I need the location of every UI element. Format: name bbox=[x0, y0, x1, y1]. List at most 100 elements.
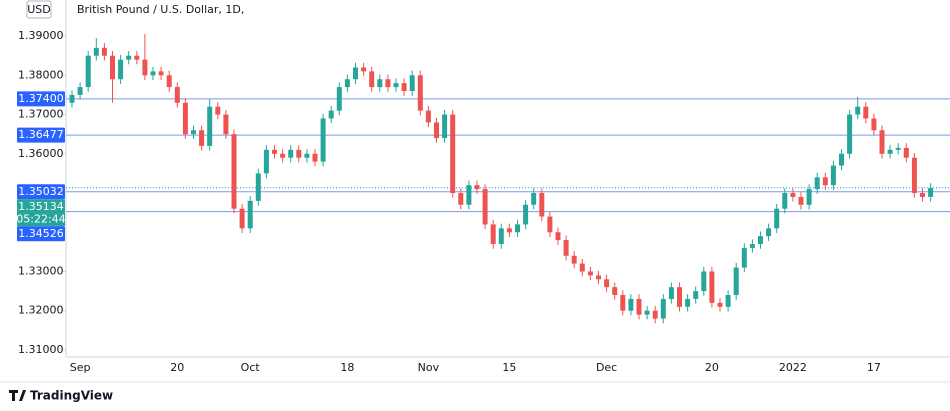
candle-body bbox=[296, 149, 302, 158]
candle-body bbox=[263, 149, 269, 174]
candle-body bbox=[377, 79, 383, 88]
candle-body bbox=[887, 149, 893, 154]
x-tick-label: 17 bbox=[867, 361, 881, 374]
candle-body bbox=[126, 55, 132, 60]
candle-body bbox=[596, 275, 601, 280]
candle-body bbox=[790, 193, 796, 197]
brand-logo: TradingView bbox=[9, 389, 113, 403]
candle-body bbox=[247, 200, 253, 229]
candle-body bbox=[717, 302, 723, 307]
candle-body bbox=[774, 208, 780, 229]
candle-body bbox=[571, 255, 577, 264]
candle-body bbox=[312, 153, 318, 162]
candle-body bbox=[652, 310, 658, 319]
candle-body bbox=[693, 291, 699, 299]
candle-body bbox=[409, 75, 415, 92]
candle-body bbox=[587, 271, 593, 276]
candle-body bbox=[636, 298, 642, 315]
price-label: 1.35032 bbox=[18, 185, 64, 198]
brand-name: TradingView bbox=[30, 389, 113, 403]
candle-body bbox=[466, 185, 472, 205]
candle-body bbox=[604, 279, 610, 288]
x-tick-label: Dec bbox=[596, 361, 617, 374]
candle-body bbox=[547, 216, 553, 233]
candle-body bbox=[733, 267, 739, 296]
candle-body bbox=[110, 55, 115, 80]
candle-body bbox=[458, 193, 464, 205]
x-tick-label: Oct bbox=[241, 361, 261, 374]
y-tick-label: 1.31000 bbox=[18, 343, 64, 356]
x-tick-label: 15 bbox=[502, 361, 516, 374]
candle-body bbox=[280, 153, 286, 158]
x-tick-label: Nov bbox=[418, 361, 440, 374]
candle-body bbox=[199, 130, 205, 146]
price-label-box bbox=[17, 199, 65, 227]
price-label-box bbox=[17, 91, 65, 107]
candle-body bbox=[847, 114, 853, 154]
price-label: 1.35134 bbox=[18, 200, 64, 213]
candle-body bbox=[93, 47, 99, 56]
candle-body bbox=[741, 247, 747, 268]
candle-body bbox=[709, 271, 715, 303]
logo-mark bbox=[9, 390, 26, 401]
candle-body bbox=[101, 47, 107, 56]
candle-body bbox=[328, 110, 334, 119]
candle-body bbox=[393, 83, 399, 88]
candle-body bbox=[928, 187, 934, 197]
price-label: 05:22:44 bbox=[16, 212, 65, 225]
candle-body bbox=[320, 118, 326, 162]
candle-body bbox=[417, 75, 423, 111]
candle-body bbox=[69, 94, 75, 103]
candle-body bbox=[758, 236, 763, 245]
candle-body bbox=[839, 153, 844, 166]
candle-body bbox=[166, 75, 172, 88]
x-tick-label: 2022 bbox=[779, 361, 807, 374]
candle-body bbox=[361, 67, 367, 72]
candle-body bbox=[344, 79, 350, 88]
chart-title: British Pound / U.S. Dollar, 1D, bbox=[77, 3, 244, 16]
price-label: 1.36477 bbox=[18, 128, 64, 141]
price-label: 1.34526 bbox=[18, 227, 64, 240]
candle-body bbox=[668, 287, 674, 299]
candle-body bbox=[903, 147, 909, 158]
x-tick-label: 20 bbox=[705, 361, 719, 374]
price-label-box bbox=[17, 127, 65, 143]
candle-body bbox=[798, 196, 804, 205]
candle-body bbox=[223, 114, 229, 135]
candle-body bbox=[255, 173, 261, 201]
candle-body bbox=[863, 106, 869, 119]
candle-body bbox=[855, 106, 861, 115]
candle-body bbox=[272, 149, 277, 154]
y-tick-label: 1.37000 bbox=[18, 108, 64, 121]
candle-body bbox=[563, 240, 569, 256]
candle-body bbox=[158, 71, 164, 76]
candle-body bbox=[182, 102, 188, 135]
price-label: 1.37400 bbox=[18, 92, 64, 105]
candle-body bbox=[353, 67, 358, 80]
currency-box bbox=[26, 0, 52, 19]
candle-body bbox=[369, 71, 375, 88]
candle-body bbox=[879, 130, 885, 154]
candle-body bbox=[482, 189, 488, 225]
candle-body bbox=[782, 193, 788, 209]
y-tick-label: 1.36000 bbox=[18, 147, 64, 160]
candle-body bbox=[677, 287, 682, 307]
candle-body bbox=[434, 122, 439, 139]
candle-body bbox=[523, 204, 529, 225]
candle-body bbox=[749, 244, 755, 248]
candle-body bbox=[506, 228, 512, 233]
candle-body bbox=[628, 298, 634, 311]
x-tick-label: 18 bbox=[340, 361, 354, 374]
x-tick-label: Sep bbox=[70, 361, 91, 374]
y-tick-label: 1.39000 bbox=[18, 29, 64, 42]
candle-body bbox=[620, 295, 626, 311]
candle-body bbox=[920, 193, 925, 197]
candle-body bbox=[871, 118, 877, 131]
candle-body bbox=[118, 59, 124, 80]
candle-body bbox=[555, 232, 561, 241]
candle-body bbox=[191, 130, 196, 135]
candle-body bbox=[401, 83, 407, 92]
candle-body bbox=[142, 59, 148, 76]
